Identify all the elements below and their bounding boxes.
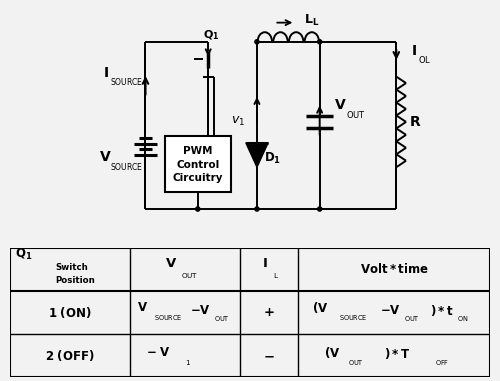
Text: $\mathbf{+}$: $\mathbf{+}$ — [264, 306, 275, 319]
Text: PWM: PWM — [183, 146, 212, 157]
Text: $\mathbf{R}$: $\mathbf{R}$ — [410, 115, 422, 129]
Text: $\mathbf{V}$: $\mathbf{V}$ — [334, 98, 347, 112]
Text: $\mathrm{OUT}$: $\mathrm{OUT}$ — [182, 271, 198, 280]
Text: $\mathbf{D_1}$: $\mathbf{D_1}$ — [264, 151, 281, 166]
Text: $\mathbf{2\ (OFF)}$: $\mathbf{2\ (OFF)}$ — [45, 348, 95, 363]
Text: Control: Control — [176, 160, 220, 170]
Circle shape — [255, 40, 259, 44]
Text: $\mathrm{L}$: $\mathrm{L}$ — [274, 271, 280, 280]
Text: $\mathrm{SOURCE}$: $\mathrm{SOURCE}$ — [339, 313, 368, 322]
Circle shape — [255, 207, 259, 211]
Text: $\mathbf{I}$: $\mathbf{I}$ — [411, 43, 416, 58]
Text: $\mathrm{ON}$: $\mathrm{ON}$ — [457, 314, 468, 323]
Text: $\mathrm{OUT}$: $\mathrm{OUT}$ — [346, 109, 366, 120]
Text: $\mathbf{Volt * time}$: $\mathbf{Volt * time}$ — [360, 262, 428, 276]
Text: Circuitry: Circuitry — [172, 173, 223, 183]
Text: $v_1$: $v_1$ — [230, 115, 245, 128]
Text: $\mathrm{SOURCE}$: $\mathrm{SOURCE}$ — [154, 313, 182, 322]
Text: $\mathbf{-}$: $\mathbf{-}$ — [264, 349, 275, 362]
Text: $\mathbf{I}$: $\mathbf{I}$ — [262, 257, 267, 271]
Text: $\mathrm{OUT}$: $\mathrm{OUT}$ — [214, 314, 230, 323]
Text: $\mathbf{-V}$: $\mathbf{-V}$ — [190, 304, 211, 317]
Text: $\mathbf{Q_1}$: $\mathbf{Q_1}$ — [203, 29, 219, 42]
Text: $\mathbf{1\ (ON)}$: $\mathbf{1\ (ON)}$ — [48, 305, 92, 320]
Text: $\mathbf{-\ V}$: $\mathbf{-\ V}$ — [146, 346, 171, 359]
Text: $\mathbf{Q_1}$: $\mathbf{Q_1}$ — [15, 247, 32, 263]
Text: $\mathrm{SOURCE}$: $\mathrm{SOURCE}$ — [110, 161, 143, 172]
Text: Position: Position — [56, 275, 96, 285]
Text: $\mathrm{1}$: $\mathrm{1}$ — [184, 358, 190, 367]
Text: $\mathrm{OUT}$: $\mathrm{OUT}$ — [404, 314, 419, 323]
Text: $\mathbf{V}$: $\mathbf{V}$ — [137, 301, 148, 314]
Text: Switch: Switch — [56, 263, 88, 272]
Text: $\mathbf{I}$: $\mathbf{I}$ — [102, 66, 108, 80]
Text: $\mathbf{(V}$: $\mathbf{(V}$ — [324, 344, 341, 360]
Text: $\mathbf{-V}$: $\mathbf{-V}$ — [380, 304, 400, 317]
Circle shape — [318, 207, 322, 211]
Bar — [164, 136, 231, 192]
Text: $\mathrm{OL}$: $\mathrm{OL}$ — [418, 54, 432, 65]
Circle shape — [318, 40, 322, 44]
Text: $\mathbf{V}$: $\mathbf{V}$ — [99, 150, 112, 164]
Circle shape — [196, 207, 200, 211]
Text: $\mathbf{(V}$: $\mathbf{(V}$ — [312, 299, 329, 315]
Text: $\mathbf{L_L}$: $\mathbf{L_L}$ — [304, 13, 320, 29]
Text: $\mathrm{OFF}$: $\mathrm{OFF}$ — [435, 358, 449, 367]
Text: $\mathrm{OUT}$: $\mathrm{OUT}$ — [348, 358, 364, 367]
Text: $\mathbf{)*T}$: $\mathbf{)*T}$ — [384, 346, 410, 361]
Polygon shape — [246, 143, 268, 167]
Text: $\mathbf{V}$: $\mathbf{V}$ — [164, 257, 177, 271]
Text: $\mathrm{SOURCE}$: $\mathrm{SOURCE}$ — [110, 76, 143, 87]
Text: $\mathbf{)*t}$: $\mathbf{)*t}$ — [430, 303, 454, 318]
